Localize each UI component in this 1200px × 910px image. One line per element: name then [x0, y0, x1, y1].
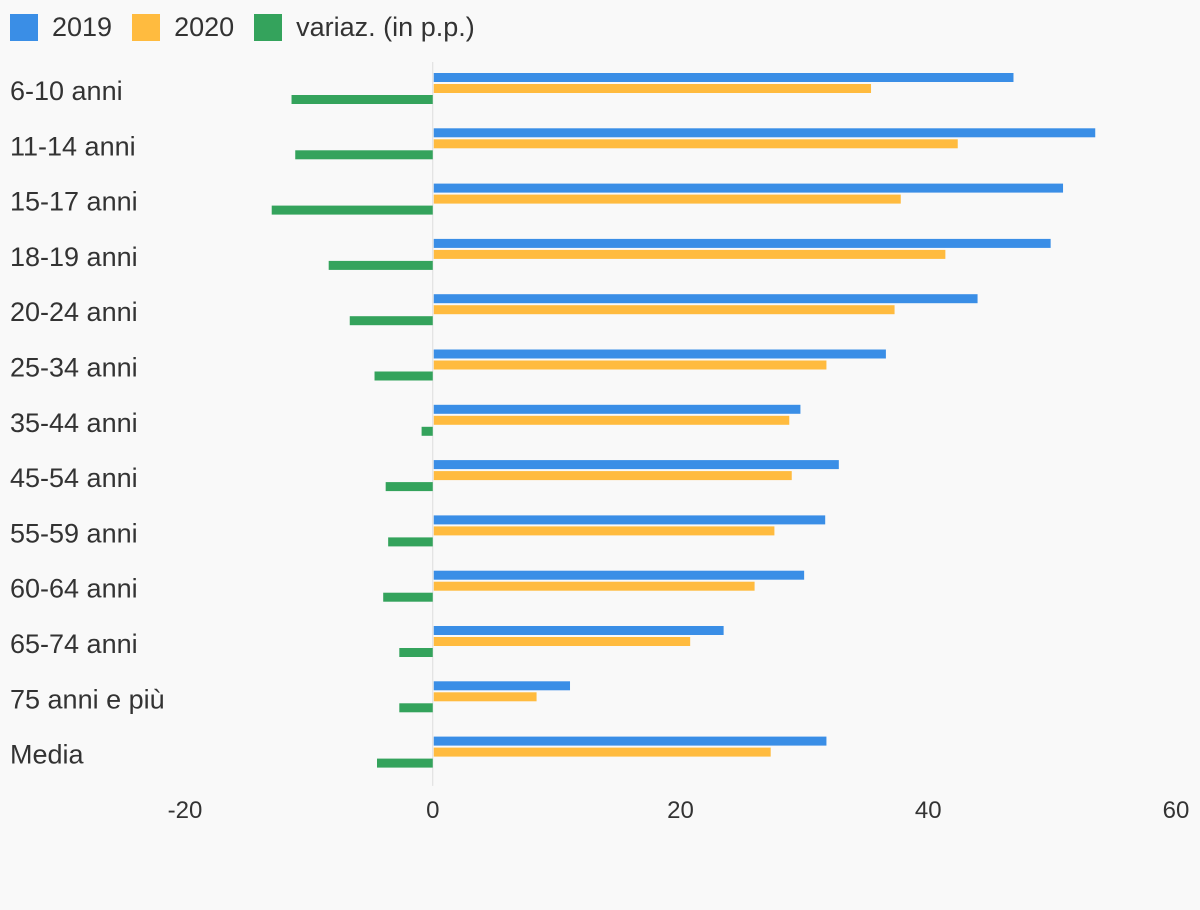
legend-swatch-variazione	[254, 13, 283, 41]
bar-2020[interactable]	[433, 139, 958, 149]
category-label: 35-44 anni	[10, 408, 138, 438]
legend-label-2020: 2020	[174, 11, 235, 42]
category-label: 20-24 anni	[10, 297, 138, 327]
bar-2020[interactable]	[433, 84, 872, 93]
category-label: 11-14 anni	[10, 131, 136, 161]
bar-2019[interactable]	[433, 183, 1064, 193]
bar-variazione[interactable]	[421, 426, 433, 436]
bar-2019[interactable]	[433, 736, 827, 746]
bar-2020[interactable]	[433, 360, 827, 370]
category-label: Media	[10, 740, 85, 770]
bar-2019[interactable]	[433, 128, 1096, 138]
legend-item-variazione[interactable]: variaz. (in p.p.)	[254, 12, 475, 43]
bar-variazione[interactable]	[383, 592, 433, 602]
bar-variazione[interactable]	[349, 316, 433, 326]
bar-variazione[interactable]	[295, 150, 433, 160]
bar-2020[interactable]	[433, 747, 771, 757]
bar-2020[interactable]	[433, 415, 790, 425]
x-tick-label: 0	[426, 797, 439, 824]
bar-2019[interactable]	[433, 626, 724, 635]
bar-variazione[interactable]	[291, 95, 433, 104]
bar-variazione[interactable]	[377, 758, 433, 768]
x-tick-label: 40	[915, 797, 942, 824]
legend-label-2019: 2019	[52, 11, 113, 42]
category-label: 18-19 anni	[10, 242, 138, 272]
bar-2020[interactable]	[433, 194, 901, 204]
category-label: 65-74 anni	[10, 629, 138, 659]
legend-item-2019[interactable]: 2019	[10, 12, 112, 43]
bar-2020[interactable]	[433, 692, 537, 702]
bar-2019[interactable]	[433, 73, 1014, 82]
bar-2020[interactable]	[433, 637, 691, 646]
category-label: 15-17 anni	[10, 187, 138, 217]
category-label: 45-54 anni	[10, 463, 138, 493]
category-label: 6-10 anni	[10, 76, 123, 106]
bar-variazione[interactable]	[388, 537, 433, 547]
category-label: 55-59 anni	[10, 518, 138, 548]
bar-2019[interactable]	[433, 349, 886, 359]
legend-label-variazione: variaz. (in p.p.)	[296, 11, 475, 42]
bar-variazione[interactable]	[374, 371, 433, 381]
bar-2019[interactable]	[433, 570, 805, 580]
x-tick-label: 60	[1163, 797, 1190, 824]
bar-2020[interactable]	[433, 471, 792, 481]
legend-item-2020[interactable]: 2020	[132, 12, 234, 43]
legend: 2019 2020 variaz. (in p.p.)	[10, 10, 495, 44]
bar-2019[interactable]	[433, 460, 839, 470]
bar-variazione[interactable]	[399, 648, 433, 657]
bar-2020[interactable]	[433, 249, 946, 259]
bar-variazione[interactable]	[328, 260, 433, 270]
x-tick-label: 20	[667, 797, 694, 824]
bar-variazione[interactable]	[271, 205, 433, 215]
x-tick-label: -20	[168, 797, 203, 824]
bar-2020[interactable]	[433, 581, 755, 591]
bar-2019[interactable]	[433, 681, 571, 691]
legend-swatch-2019	[10, 13, 38, 41]
bar-variazione[interactable]	[399, 703, 433, 713]
bar-2019[interactable]	[433, 404, 801, 414]
bar-2019[interactable]	[433, 238, 1051, 248]
legend-swatch-2020	[132, 13, 161, 41]
category-label: 75 anni e più	[10, 684, 165, 714]
category-label: 60-64 anni	[10, 574, 138, 604]
bar-2020[interactable]	[433, 526, 775, 536]
bar-2019[interactable]	[433, 294, 978, 304]
bar-2020[interactable]	[433, 305, 895, 315]
category-label: 25-34 anni	[10, 353, 138, 383]
bar-variazione[interactable]	[385, 482, 433, 492]
bar-2019[interactable]	[433, 515, 826, 525]
